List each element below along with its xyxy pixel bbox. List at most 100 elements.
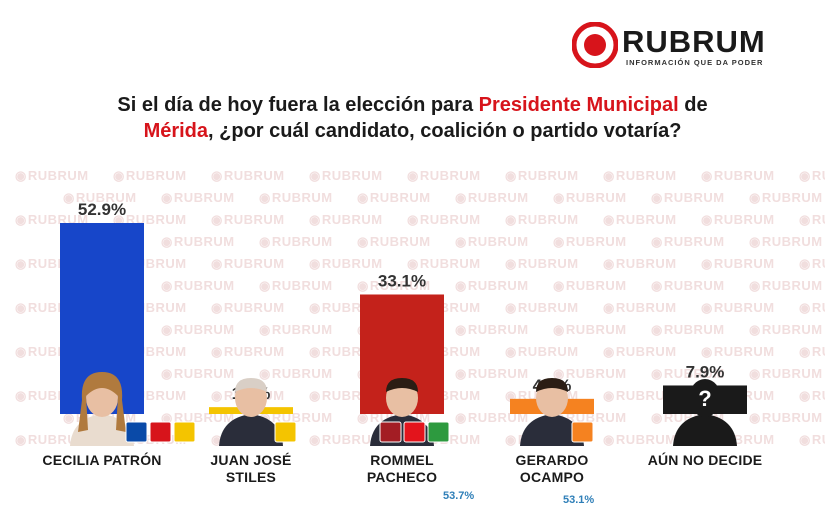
rubrum-logo: RUBRUM INFORMACIÓN QUE DA PODER [572,22,787,72]
candidate-hair-icon [235,378,267,392]
watermark-text: RUBRUM [309,256,383,272]
watermark-text: RUBRUM [799,212,825,228]
watermark-text: RUBRUM [651,190,725,206]
candidate-body-icon [673,414,737,446]
party-logo-verde-icon [427,421,450,443]
watermark-text: RUBRUM [357,278,431,294]
watermark-text: RUBRUM [749,190,823,206]
watermark-text: RUBRUM [357,234,431,250]
watermark-text: RUBRUM [651,366,725,382]
party-logo-prd-icon [274,421,297,443]
watermark-text: RUBRUM [211,344,285,360]
logo-tagline: INFORMACIÓN QUE DA PODER [626,58,764,67]
watermark-text: RUBRUM [505,168,579,184]
watermark-text: RUBRUM [749,366,823,382]
watermark-text: RUBRUM [113,168,187,184]
watermark-text: RUBRUM [211,300,285,316]
watermark-text: RUBRUM [651,278,725,294]
watermark-text: RUBRUM [553,190,627,206]
candidate-label: GERARDO OCAMPO [477,452,627,486]
watermark-text: RUBRUM [455,366,529,382]
chart-title: Si el día de hoy fuera la elección para … [40,92,785,144]
watermark-text: RUBRUM [259,278,333,294]
candidate-label: ROMMEL PACHECO [327,452,477,486]
candidate-head-icon [689,379,721,417]
candidate-hair-icon [536,378,568,392]
party-logo-morena-icon [379,421,402,443]
watermark-text: RUBRUM [553,278,627,294]
watermark-text: RUBRUM [161,278,235,294]
bar-value-label: 7.9% [686,362,725,381]
watermark-text: RUBRUM [505,344,579,360]
watermark-text: RUBRUM [211,168,285,184]
watermark-text: RUBRUM [701,300,775,316]
candidate-label-line: AÚN NO DECIDE [647,452,763,468]
watermark-text: RUBRUM [407,168,481,184]
watermark-text: RUBRUM [505,300,579,316]
watermark-text: RUBRUM [799,168,825,184]
watermark-text: RUBRUM [553,366,627,382]
watermark-text: RUBRUM [701,168,775,184]
candidate-label-line: CECILIA PATRÓN [42,452,162,468]
candidate-label-line: OCAMPO [519,469,585,485]
watermark-text: RUBRUM [603,300,677,316]
watermark-text: RUBRUM [455,234,529,250]
candidate-label-line: STILES [225,469,277,485]
candidate-label-line: PACHECO [366,469,438,485]
candidate-label-line: GERARDO [515,452,589,468]
watermark-text: RUBRUM [799,388,825,404]
candidate-label-line: JUAN JOSÉ [210,452,292,468]
watermark-text: RUBRUM [309,432,383,448]
watermark-text: RUBRUM [161,322,235,338]
title-highlight-city: Mérida [143,120,209,142]
candidate-label-line: ROMMEL [370,452,434,468]
question-mark-icon: ? [698,386,711,411]
watermark-text: RUBRUM [553,234,627,250]
watermark-text: RUBRUM [259,322,333,338]
party-logo-pt-icon [403,421,426,443]
watermark-text: RUBRUM [799,344,825,360]
watermark-text: RUBRUM [701,212,775,228]
candidate-hair-icon [386,378,418,392]
title-highlight-office: Presidente Municipal [478,94,679,116]
watermark-text: RUBRUM [357,190,431,206]
candidate-body-icon [520,414,584,446]
watermark-text: RUBRUM [603,344,677,360]
bar-value-label: 33.1% [378,271,426,290]
watermark-text: RUBRUM [603,212,677,228]
watermark-text: RUBRUM [259,234,333,250]
bar-value-label: 52.9% [78,200,126,219]
watermark-text: RUBRUM [603,256,677,272]
watermark-text: RUBRUM [259,190,333,206]
watermark-text: RUBRUM [407,256,481,272]
watermark-text: RUBRUM [161,234,235,250]
watermark-text: RUBRUM [505,212,579,228]
watermark-text: RUBRUM [211,256,285,272]
watermark-text: RUBRUM [799,256,825,272]
watermark-text: RUBRUM [505,256,579,272]
watermark-text: RUBRUM [309,168,383,184]
candidate-label: JUAN JOSÉ STILES [176,452,326,486]
watermark-text: RUBRUM [309,212,383,228]
title-part-3: , ¿por cuál candidato, coalición o parti… [208,120,682,142]
watermark-text: RUBRUM [455,322,529,338]
watermark-text: RUBRUM [161,366,235,382]
watermark-text: RUBRUM [407,212,481,228]
party-logo-pri-icon [149,421,172,443]
watermark-text: RUBRUM [211,212,285,228]
title-part-1: Si el día de hoy fuera la elección para [117,94,479,116]
watermark-text: RUBRUM [603,432,677,448]
candidate-body-icon [219,414,283,446]
party-logo-mc-icon [571,421,594,443]
watermark-text: RUBRUM [799,300,825,316]
watermark-text: RUBRUM [749,410,823,426]
title-part-2: de [678,94,708,116]
watermark-text: RUBRUM [701,256,775,272]
footer-value-right: 53.1% [563,494,595,506]
logo-wordmark: RUBRUM [622,24,766,59]
watermark-text: RUBRUM [749,278,823,294]
watermark-text: RUBRUM [553,322,627,338]
watermark-text: RUBRUM [603,388,677,404]
watermark-text: RUBRUM [15,168,89,184]
